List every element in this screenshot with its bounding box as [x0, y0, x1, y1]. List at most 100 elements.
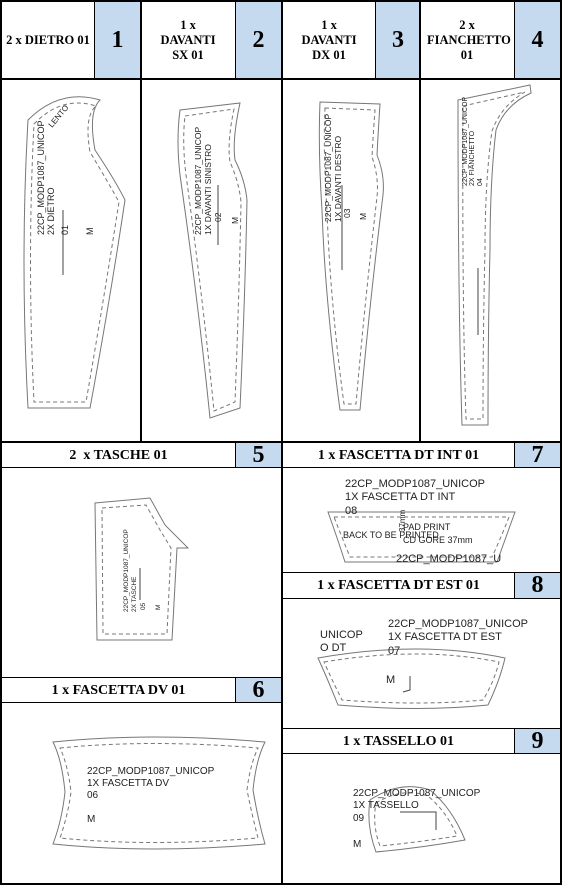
piece-9-code-label: 09 — [353, 813, 365, 824]
grid-col-3-4 — [419, 0, 421, 442]
piece-1-number-text: 1 — [111, 26, 124, 53]
piece-1-code-label: 01 — [60, 225, 70, 235]
piece-1-model-label: 22CP_MODP1087_UNICOP — [36, 120, 46, 235]
piece-4-drawing — [457, 84, 532, 426]
piece-6-drawing — [52, 736, 266, 850]
piece-8-number: 8 — [515, 572, 560, 598]
piece-7-note-pad: PAD PRINT — [403, 522, 451, 532]
grid-right-9-header-bottom — [283, 753, 562, 754]
piece-7-model-label-repeat: 22CP_MODP1087_U — [396, 553, 501, 565]
piece-3-size-label: M — [358, 213, 368, 220]
piece-2-header: 1 x DAVANTI SX 01 — [142, 2, 234, 78]
piece-7-note-gore: CD GORE 37mm — [403, 535, 473, 545]
piece-1-number: 1 — [95, 2, 140, 78]
piece-7-number-text: 7 — [531, 441, 544, 468]
piece-5-header: 2 x TASCHE 01 — [2, 443, 235, 467]
piece-7-note-size: 37mm — [398, 509, 407, 532]
piece-9-header: 1 x TASSELLO 01 — [283, 729, 514, 753]
grid-right-8-top — [283, 572, 562, 573]
piece-1-size-label: M — [85, 228, 95, 236]
grid-num-divider-3 — [375, 0, 376, 79]
piece-3-number-text: 3 — [392, 26, 404, 53]
piece-2-qty-label: 1X DAVANTI SINISTRO — [203, 144, 213, 235]
piece-3-qty-label: 1X DAVANTI DESTRO — [333, 135, 343, 222]
piece-5-number: 5 — [236, 441, 281, 468]
grid-col-2-3 — [281, 0, 283, 885]
piece-8-code-label: 07 — [388, 645, 400, 657]
piece-6-code-label: 06 — [87, 790, 99, 801]
piece-2-title: 1 x DAVANTI SX 01 — [160, 17, 216, 62]
piece-6-qty-label: 1X FASCETTA DV — [87, 778, 169, 789]
piece-5-drawing — [94, 497, 190, 641]
piece-4-title: 2 x FIANCHETTO 01 — [427, 17, 511, 62]
piece-3-title: 1 x DAVANTI DX 01 — [301, 17, 357, 62]
piece-7-drawing — [327, 511, 516, 563]
piece-8-model-label: 22CP_MODP1087_UNICOP — [388, 618, 528, 630]
grid-num-divider-9 — [514, 728, 515, 754]
grid-num-divider-2 — [235, 0, 236, 79]
piece-8-number-text: 8 — [531, 572, 544, 598]
piece-1-qty-label: 2X DIETRO — [46, 187, 56, 235]
piece-3-number: 3 — [376, 2, 420, 78]
piece-7-qty-label: 1X FASCETTA DT INT — [345, 491, 456, 503]
piece-5-model-label: 22CP_MODP1087_UNICOP — [123, 529, 130, 612]
piece-4-qty-label: 2X FIANCHETTO — [469, 130, 476, 186]
piece-1-drawing — [23, 96, 126, 409]
piece-7-model-label: 22CP_MODP1087_UNICOP — [345, 478, 485, 490]
piece-5-qty-label: 2X TASCHE — [131, 576, 138, 612]
piece-4-code-label: 04 — [477, 178, 484, 186]
piece-7-number: 7 — [515, 441, 560, 468]
piece-3-model-label: 22CP_MODP1087_UNICOP — [323, 113, 333, 222]
piece-8-drawing — [317, 648, 506, 709]
piece-6-title: 1 x FASCETTA DV 01 — [51, 682, 186, 698]
piece-1-header: 2 x DIETRO 01 — [2, 2, 94, 78]
grid-num-divider-5 — [235, 442, 236, 468]
piece-6-number-text: 6 — [252, 676, 265, 703]
piece-5-number-text: 5 — [252, 441, 265, 468]
grid-col-1-2 — [140, 0, 142, 442]
piece-7-note-back: BACK TO BE PRINTED — [343, 530, 439, 540]
grid-num-divider-1 — [94, 0, 95, 79]
piece-3-code-label: 03 — [342, 208, 352, 218]
piece-8-header: 1 x FASCETTA DT EST 01 — [283, 573, 514, 598]
piece-9-number: 9 — [515, 727, 560, 754]
piece-8-cut-label-2: O DT — [320, 642, 347, 654]
piece-2-drawing — [177, 102, 248, 419]
grid-left-5-header-bottom — [0, 467, 283, 468]
piece-4-number-text: 4 — [531, 26, 544, 53]
piece-9-size-label: M — [353, 839, 361, 850]
piece-8-cut-label-1: UNICOP — [320, 629, 363, 641]
piece-2-number-text: 2 — [252, 26, 265, 53]
piece-6-number: 6 — [236, 676, 281, 703]
piece-4-number: 4 — [515, 2, 560, 78]
grid-left-6-header-bottom — [0, 702, 283, 703]
piece-9-qty-label: 1X TASSELLO — [353, 800, 419, 811]
piece-4-header: 2 x FIANCHETTO 01 — [421, 2, 513, 78]
grid-right-7-header-bottom — [283, 467, 562, 468]
piece-2-model-label: 22CP_MODP1087_UNICOP — [193, 126, 203, 235]
piece-2-code-label: 02 — [213, 212, 223, 222]
piece-9-number-text: 9 — [531, 727, 544, 754]
piece-7-code-label: 08 — [345, 505, 357, 517]
grid-num-divider-6 — [235, 677, 236, 703]
piece-8-title: 1 x FASCETTA DT EST 01 — [317, 578, 480, 593]
piece-4-model-label: 22CP_MODP1087_UNICOP — [462, 97, 469, 186]
piece-2-number: 2 — [236, 2, 281, 78]
piece-3-drawing — [318, 101, 384, 411]
piece-8-size-label: M — [386, 674, 395, 686]
piece-6-model-label: 22CP_MODP1087_UNICOP — [87, 766, 215, 777]
piece-6-size-label: M — [87, 814, 95, 825]
piece-3-header: 1 x DAVANTI DX 01 — [283, 2, 375, 78]
piece-5-size-label: M — [155, 605, 162, 610]
piece-5-code-label: 05 — [140, 602, 147, 610]
piece-5-title: 2 x TASCHE 01 — [69, 447, 168, 463]
grid-left-6-top — [0, 677, 283, 678]
piece-9-drawing — [368, 786, 466, 853]
grid-right-8-header-bottom — [283, 598, 562, 599]
piece-7-header: 1 x FASCETTA DT INT 01 — [283, 443, 514, 467]
grid-num-divider-8 — [514, 572, 515, 599]
piece-1-title: 2 x DIETRO 01 — [6, 32, 90, 47]
grid-right-9-top — [283, 728, 562, 729]
